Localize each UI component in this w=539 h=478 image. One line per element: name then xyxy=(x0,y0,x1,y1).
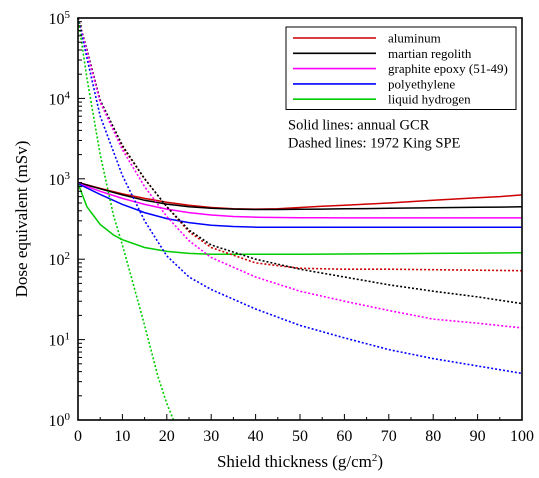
series-line-graphite-epoxy-51-49--solid xyxy=(77,182,522,219)
series-line-aluminum-solid xyxy=(77,181,523,210)
y-axis-title: Dose equivalent (mSv) xyxy=(12,141,31,298)
legend-label: graphite epoxy (51-49) xyxy=(388,61,508,76)
series-line-aluminum-dashed xyxy=(77,17,523,272)
y-tick-label: 101 xyxy=(49,331,71,350)
legend-note: Dashed lines: 1972 King SPE xyxy=(288,136,461,152)
x-tick-label: 60 xyxy=(336,428,352,445)
x-tick-label: 90 xyxy=(470,428,486,445)
x-tick-label: 10 xyxy=(114,428,130,445)
x-tick-label: 50 xyxy=(292,428,308,445)
legend-label: aluminum xyxy=(388,31,441,46)
x-tick-label: 20 xyxy=(159,428,175,445)
legend-label: martian regolith xyxy=(388,46,472,61)
legend-label: liquid hydrogen xyxy=(388,92,471,107)
y-tick-label: 103 xyxy=(49,170,71,189)
legend-note: Solid lines: annual GCR xyxy=(288,118,430,134)
series-line-martian-regolith-dashed xyxy=(77,17,523,305)
x-tick-label: 40 xyxy=(248,428,264,445)
y-tick-label: 102 xyxy=(49,250,71,269)
series-line-martian-regolith-solid xyxy=(77,181,523,211)
ticks-layer: 0 10 20 30 40 50 60 70 80 90 100 100 101 102 103 104 105 xyxy=(49,9,535,445)
series-line-liquid-hydrogen-solid xyxy=(77,183,523,256)
y-tick-label: 105 xyxy=(49,9,71,28)
x-tick-label: 100 xyxy=(510,428,534,445)
series-line-liquid-hydrogen-dashed xyxy=(77,17,175,421)
x-tick-label: 30 xyxy=(203,428,219,445)
series-layer xyxy=(77,17,523,421)
x-axis-title: Shield thickness (g/cm2) xyxy=(217,452,383,471)
legend-label: polyethylene xyxy=(388,76,455,91)
series-line-polyethylene-solid xyxy=(77,183,522,228)
x-tick-label: 70 xyxy=(381,428,397,445)
y-tick-label: 100 xyxy=(49,411,71,430)
series-line-graphite-epoxy-51-49--dashed xyxy=(77,17,523,329)
series-line-polyethylene-dashed xyxy=(77,17,523,375)
x-tick-label: 80 xyxy=(425,428,441,445)
x-tick-label: 0 xyxy=(74,428,82,445)
y-tick-label: 104 xyxy=(49,89,71,108)
